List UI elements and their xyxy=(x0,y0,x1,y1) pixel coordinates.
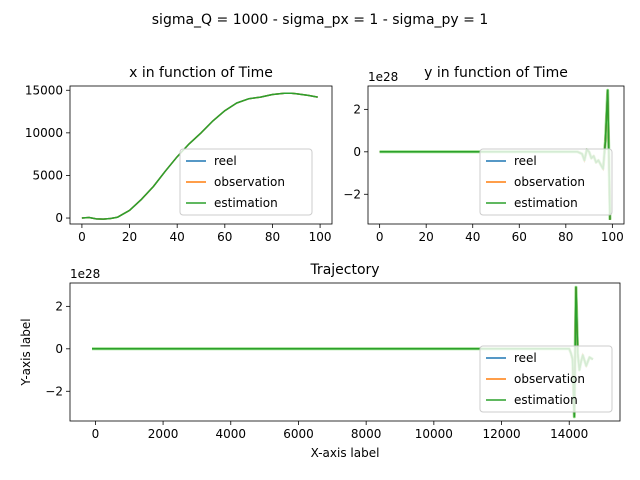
x-tick-label: 12000 xyxy=(482,427,520,441)
y-tick-label: −2 xyxy=(45,384,63,398)
axes-title: x in function of Time xyxy=(129,65,273,81)
legend: reel observation estimation xyxy=(179,148,313,216)
x-tick-label: 8000 xyxy=(351,427,382,441)
legend-box xyxy=(479,345,613,413)
legend-label: observation xyxy=(514,175,585,189)
legend-label: observation xyxy=(214,175,285,189)
y-tick-label: 0 xyxy=(353,145,361,159)
legend-label: estimation xyxy=(214,196,278,210)
x-tick-label: 0 xyxy=(78,230,86,244)
x-tick-label: 20 xyxy=(122,230,137,244)
legend-label: estimation xyxy=(514,393,578,407)
legend-box xyxy=(479,148,613,216)
y-offset-label: 1e28 xyxy=(70,267,100,281)
legend: reel observation estimation xyxy=(479,345,613,413)
legend: reel observation estimation xyxy=(479,148,613,216)
x-vs-time-axes: x in function of Time 0 20 40 60 80 100 0 5000 10… xyxy=(25,65,333,244)
y-tick-label: 10000 xyxy=(25,126,63,140)
y-vs-time-axes: y in function of Time 1e28 0 20 40 60 80 100 −2 0… xyxy=(343,65,625,244)
x-tick-label: 60 xyxy=(512,230,527,244)
figure-suptitle: sigma_Q = 1000 - sigma_px = 1 - sigma_py… xyxy=(152,12,488,28)
x-tick-label: 4000 xyxy=(215,427,246,441)
legend-label: estimation xyxy=(514,196,578,210)
y-tick-label: 2 xyxy=(353,102,361,116)
legend-label: reel xyxy=(514,351,537,365)
y-tick-label: 0 xyxy=(55,211,63,225)
y-tick-label: 15000 xyxy=(25,83,63,97)
y-tick-label: −2 xyxy=(343,187,361,201)
y-tick-label: 2 xyxy=(55,299,63,313)
x-axis-label: X-axis label xyxy=(311,446,380,460)
x-tick-label: 80 xyxy=(558,230,573,244)
legend-label: reel xyxy=(214,154,237,168)
y-tick-label: 5000 xyxy=(32,168,63,182)
x-tick-label: 40 xyxy=(170,230,185,244)
legend-label: reel xyxy=(514,154,537,168)
axes-frame xyxy=(69,85,333,225)
series-lines xyxy=(81,92,318,220)
x-tick-label: 40 xyxy=(465,230,480,244)
x-tick-label: 6000 xyxy=(283,427,314,441)
legend-label: observation xyxy=(514,372,585,386)
x-tick-label: 10000 xyxy=(415,427,453,441)
axes-frame xyxy=(367,85,625,225)
x-tick-label: 100 xyxy=(601,230,624,244)
axes-title: y in function of Time xyxy=(424,65,568,81)
axes-title: Trajectory xyxy=(309,262,379,278)
x-tick-label: 0 xyxy=(376,230,384,244)
x-tick-label: 60 xyxy=(217,230,232,244)
x-tick-label: 80 xyxy=(265,230,280,244)
y-offset-label: 1e28 xyxy=(368,70,398,84)
axes-frame xyxy=(69,282,621,422)
trajectory-axes: Trajectory 1e28 0 2000 4000 6000 8000 10000 1200… xyxy=(19,262,621,460)
x-tick-label: 2000 xyxy=(148,427,179,441)
x-tick-label: 100 xyxy=(309,230,332,244)
y-axis-label: Y-axis label xyxy=(19,318,33,386)
x-tick-label: 0 xyxy=(92,427,100,441)
x-tick-label: 14000 xyxy=(550,427,588,441)
legend-box xyxy=(179,148,313,216)
estimation-line xyxy=(81,92,318,220)
x-tick-label: 20 xyxy=(419,230,434,244)
y-tick-label: 0 xyxy=(55,342,63,356)
